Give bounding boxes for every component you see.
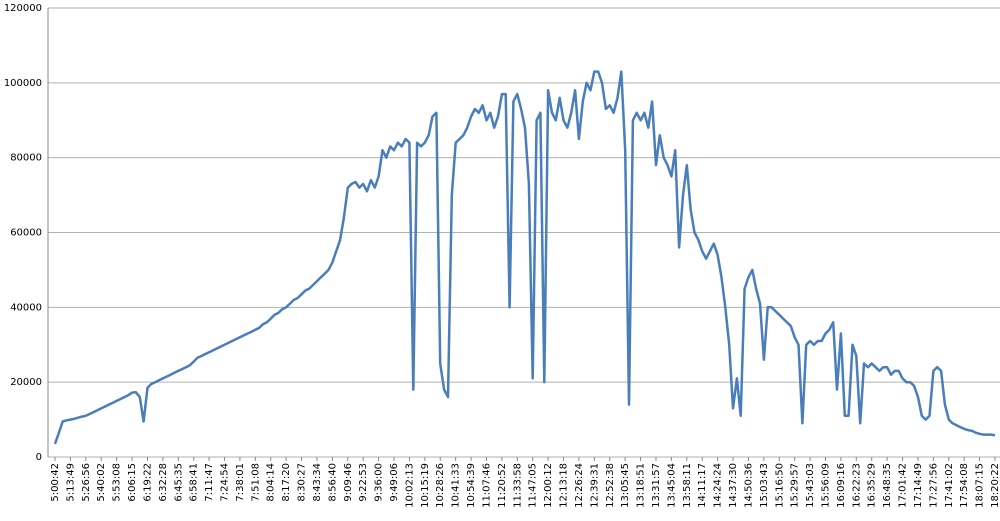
x-tick-label: 5:53:08 — [112, 463, 123, 502]
x-tick-label: 15:16:50 — [774, 463, 785, 508]
x-tick-label: 17:41:02 — [944, 463, 955, 508]
x-tick-label: 17:01:42 — [898, 463, 909, 508]
x-tick-label: 15:43:03 — [805, 463, 816, 508]
x-tick-label: 14:50:36 — [743, 463, 754, 508]
x-tick-label: 15:56:09 — [820, 463, 831, 508]
x-tick-label: 6:32:28 — [158, 463, 169, 502]
x-tick-label: 10:54:39 — [466, 463, 477, 508]
x-tick-label: 11:07:46 — [481, 463, 492, 508]
x-tick-label: 6:45:35 — [173, 463, 184, 502]
x-tick-label: 5:00:42 — [50, 463, 61, 502]
x-tick-label: 6:06:15 — [127, 463, 138, 502]
x-tick-label: 15:29:57 — [790, 463, 801, 508]
x-tick-label: 12:13:18 — [559, 463, 570, 508]
x-tick-label: 16:22:23 — [851, 463, 862, 508]
y-tick-label: 60000 — [10, 228, 42, 239]
x-tick-label: 10:02:13 — [404, 463, 415, 508]
x-tick-label: 14:37:30 — [728, 463, 739, 508]
x-tick-label: 8:30:27 — [297, 463, 308, 502]
x-tick-label: 17:27:56 — [928, 463, 939, 508]
x-tick-label: 17:54:08 — [959, 463, 970, 508]
x-tick-label: 12:26:24 — [574, 463, 585, 508]
x-tick-label: 14:24:24 — [713, 463, 724, 508]
x-tick-label: 15:03:43 — [759, 463, 770, 508]
x-tick-label: 7:11:47 — [204, 463, 215, 502]
x-tick-label: 9:09:46 — [343, 463, 354, 502]
x-tick-label: 13:31:57 — [651, 463, 662, 508]
y-tick-label: 40000 — [10, 302, 42, 313]
x-tick-label: 9:49:06 — [389, 463, 400, 502]
y-tick-label: 80000 — [10, 153, 42, 164]
x-tick-label: 9:22:53 — [358, 463, 369, 502]
x-tick-label: 11:47:05 — [528, 463, 539, 508]
x-tick-label: 17:14:49 — [913, 463, 924, 508]
x-tick-label: 5:26:56 — [81, 463, 92, 502]
x-tick-label: 16:09:16 — [836, 463, 847, 508]
x-tick-label: 13:45:04 — [666, 463, 677, 508]
x-tick-label: 7:38:01 — [235, 463, 246, 502]
x-tick-label: 13:05:45 — [620, 463, 631, 508]
x-tick-label: 18:07:15 — [975, 463, 986, 508]
x-tick-label: 8:43:34 — [312, 463, 323, 502]
x-tick-label: 6:19:22 — [142, 463, 153, 502]
x-tick-label: 12:52:38 — [605, 463, 616, 508]
x-tick-label: 6:58:41 — [189, 463, 200, 502]
x-tick-label: 10:28:26 — [435, 463, 446, 508]
x-tick-label: 16:35:29 — [867, 463, 878, 508]
x-tick-label: 13:18:51 — [636, 463, 647, 508]
y-tick-label: 120000 — [4, 3, 42, 14]
x-tick-label: 8:17:20 — [281, 463, 292, 502]
x-tick-label: 9:36:00 — [374, 463, 385, 502]
x-tick-label: 12:00:12 — [543, 463, 554, 508]
x-tick-label: 7:24:54 — [220, 463, 231, 502]
y-tick-label: 100000 — [4, 78, 42, 89]
x-tick-label: 18:20:22 — [990, 463, 1000, 508]
x-tick-label: 16:48:35 — [882, 463, 893, 508]
x-tick-label: 14:11:17 — [697, 463, 708, 508]
x-tick-label: 10:15:19 — [420, 463, 431, 508]
x-tick-label: 12:39:31 — [589, 463, 600, 508]
y-tick-label: 20000 — [10, 377, 42, 388]
x-tick-label: 11:20:52 — [497, 463, 508, 508]
line-series — [53, 70, 996, 445]
x-tick-label: 8:04:14 — [266, 463, 277, 502]
x-tick-label: 10:41:33 — [451, 463, 462, 508]
x-tick-label: 7:51:08 — [250, 463, 261, 502]
x-tick-label: 13:58:11 — [682, 463, 693, 508]
x-tick-label: 8:56:40 — [327, 463, 338, 502]
y-tick-label: 0 — [36, 452, 42, 463]
x-tick-label: 5:40:02 — [96, 463, 107, 502]
x-tick-label: 5:13:49 — [65, 463, 76, 502]
x-tick-label: 11:33:58 — [512, 463, 523, 508]
